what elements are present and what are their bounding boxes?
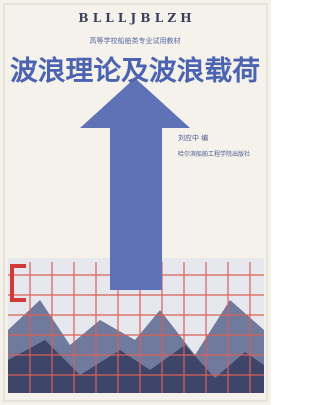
book-cover: B L L L J B L Z H 高等学校船舶类专业试用教材 波浪理论及波浪载… — [0, 0, 271, 405]
series-letters: B L L L J B L Z H — [78, 11, 191, 25]
title: 波浪理论及波浪载荷 — [10, 55, 260, 87]
series-name: 高等学校船舶类专业试用教材 — [90, 36, 181, 45]
publisher: 哈尔滨船舶工程学院出版社 — [178, 150, 250, 158]
author: 刘应中 编 — [178, 133, 208, 142]
